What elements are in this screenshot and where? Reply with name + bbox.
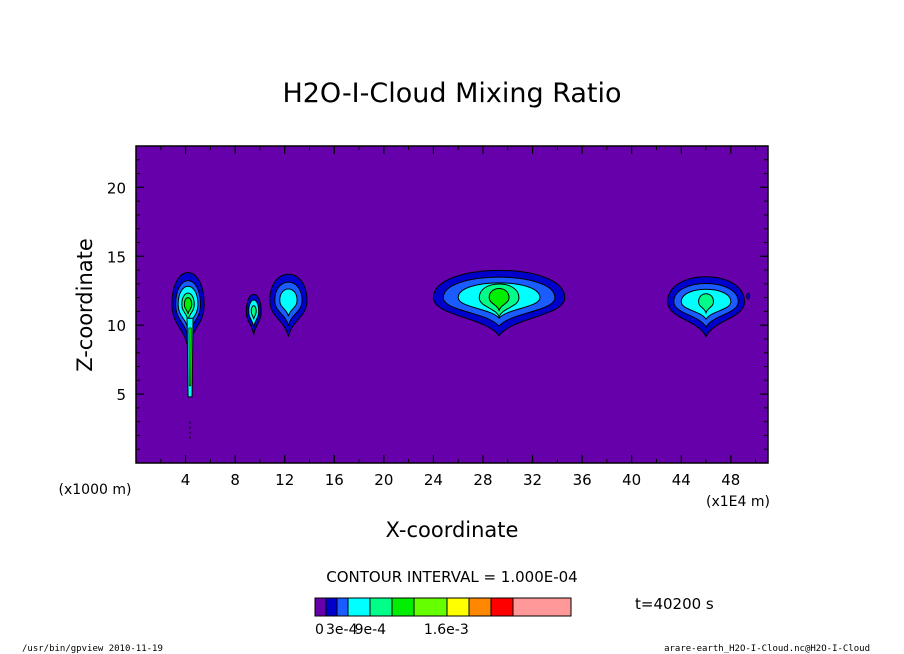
y-tick-label: 10 bbox=[107, 317, 126, 335]
footer-left: /usr/bin/gpview 2010-11-19 bbox=[22, 644, 163, 654]
x-tick-label: 12 bbox=[275, 471, 294, 489]
colorbar-swatch bbox=[446, 597, 470, 617]
colorbar-label: 1.6e-3 bbox=[424, 622, 469, 638]
stem-inner bbox=[188, 327, 192, 387]
x-tick-label: 16 bbox=[325, 471, 344, 489]
y-tick-label: 5 bbox=[116, 386, 126, 404]
x-tick-label: 28 bbox=[473, 471, 492, 489]
x-tick-label: 36 bbox=[573, 471, 592, 489]
x-unit-label: (x1E4 m) bbox=[706, 494, 770, 510]
y-tick-label: 15 bbox=[107, 248, 126, 266]
colorbar-swatch bbox=[336, 597, 349, 617]
colorbar-swatch bbox=[512, 597, 572, 617]
colorbar-label: 3e-4 bbox=[326, 622, 358, 638]
cloud-2-level-3 bbox=[250, 305, 257, 320]
y-unit-label: (x1000 m) bbox=[59, 482, 132, 498]
plot-frame bbox=[135, 145, 769, 464]
colorbar-swatch bbox=[325, 597, 338, 617]
cloud-5-level-4 bbox=[698, 293, 714, 315]
time-label: t=40200 s bbox=[635, 595, 714, 613]
colorbar-label: 9e-4 bbox=[355, 622, 387, 638]
footer-right: arare-earth_H2O-I-Cloud.nc@H2O-I-Cloud bbox=[664, 644, 870, 654]
colorbar-label: 0 bbox=[315, 622, 324, 638]
cloud-column-stem bbox=[186, 292, 751, 441]
colorbar-swatch bbox=[347, 597, 371, 617]
chart-title: H2O-I-Cloud Mixing Ratio bbox=[282, 78, 621, 109]
cloud-3-level-3 bbox=[279, 288, 298, 317]
cloud-1-level-5 bbox=[183, 297, 193, 315]
x-tick-label: 32 bbox=[523, 471, 542, 489]
x-tick-label: 20 bbox=[374, 471, 393, 489]
x-tick-label: 44 bbox=[672, 471, 691, 489]
colorbar-swatch bbox=[413, 597, 448, 617]
contour-interval-text: CONTOUR INTERVAL = 1.000E-04 bbox=[326, 568, 577, 586]
colorbar-swatch bbox=[468, 597, 492, 617]
x-tick-label: 8 bbox=[230, 471, 240, 489]
cloud-speck bbox=[746, 292, 751, 300]
colorbar: 0 3e-49e-4 1.6e-3 bbox=[314, 597, 572, 638]
y-axis-label: Z-coordinate bbox=[73, 238, 97, 372]
colorbar-swatch bbox=[369, 597, 393, 617]
y-tick-label: 20 bbox=[107, 179, 126, 197]
x-axis-label: X-coordinate bbox=[386, 518, 519, 542]
colorbar-swatch bbox=[391, 597, 415, 617]
x-tick-label: 4 bbox=[181, 471, 191, 489]
cloud-4-level-5 bbox=[488, 288, 510, 312]
colorbar-swatch bbox=[314, 597, 327, 617]
x-tick-label: 24 bbox=[424, 471, 443, 489]
x-tick-label: 48 bbox=[721, 471, 740, 489]
x-tick-label: 40 bbox=[622, 471, 641, 489]
colorbar-swatch bbox=[490, 597, 514, 617]
